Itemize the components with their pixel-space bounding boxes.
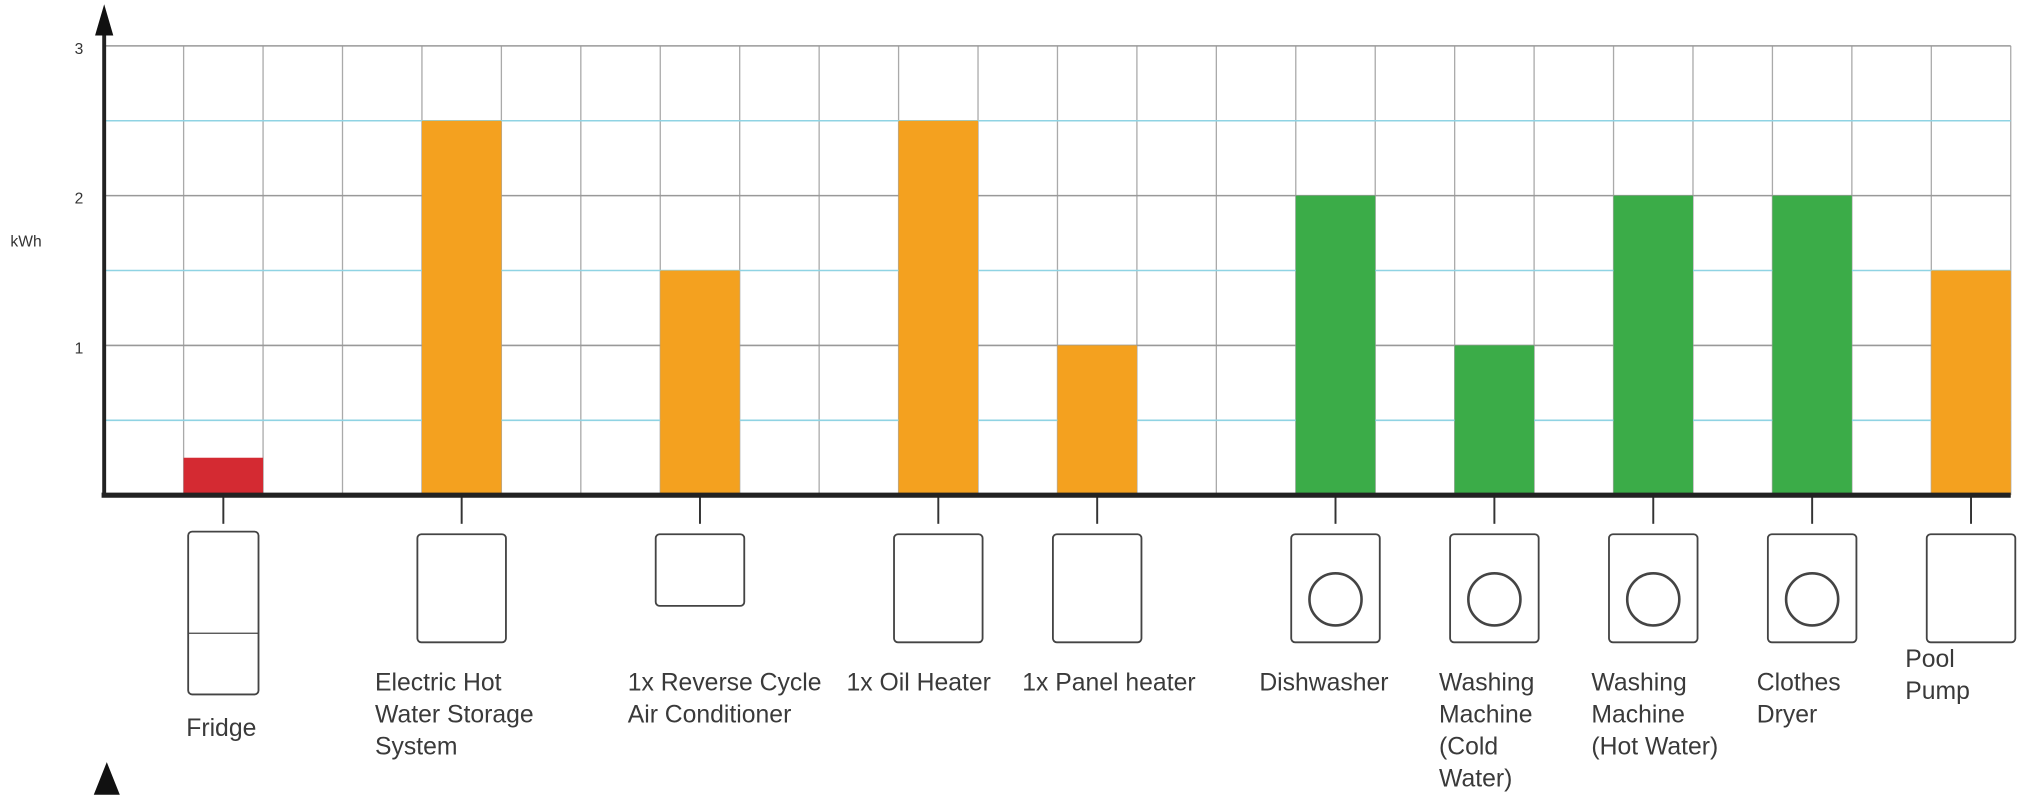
bar — [1454, 345, 1535, 496]
x-tick-label: Washing — [1591, 670, 1686, 697]
x-tick-label: Machine — [1591, 701, 1685, 728]
appliance-icon — [187, 530, 260, 696]
bar — [421, 120, 502, 496]
bar — [1057, 345, 1137, 496]
y-tick-label: 2 — [75, 191, 84, 208]
appliance-icon — [654, 533, 746, 607]
x-tick-label: 1x Oil Heater — [846, 670, 990, 697]
bar — [1931, 270, 2011, 496]
x-tick-label: 1x Reverse Cycle — [628, 670, 822, 697]
x-tick-label: (Hot Water) — [1591, 733, 1718, 760]
x-tick-label: 1x Panel heater — [1022, 670, 1195, 697]
bar — [183, 457, 264, 496]
bar — [660, 270, 740, 496]
x-tick-label: (Cold — [1439, 733, 1498, 760]
icon-detail — [1784, 572, 1840, 627]
icon-detail — [1467, 572, 1522, 627]
x-tick-label: Pool — [1905, 646, 1955, 673]
appliance-icon — [1051, 533, 1143, 644]
y-tick-label: 1 — [75, 340, 84, 357]
x-tick-label: Dryer — [1757, 701, 1817, 728]
x-tick-label: Fridge — [186, 715, 256, 742]
x-tick-label: Pump — [1905, 678, 1970, 705]
y-axis-label: kWh — [10, 234, 41, 251]
x-tick-label: Machine — [1439, 701, 1533, 728]
x-tick-label: Water) — [1439, 765, 1512, 792]
x-tick-label: Electric Hot — [375, 670, 502, 697]
x-tick-label: System — [375, 733, 457, 760]
bar — [1295, 195, 1376, 496]
x-tick-label: Water Storage — [375, 701, 534, 728]
appliance-icon — [893, 533, 984, 644]
icon-detail — [1625, 572, 1681, 627]
appliance-icon — [416, 533, 507, 644]
x-tick-label: Washing — [1439, 670, 1534, 697]
axis-arrow — [95, 4, 114, 36]
y-tick-label: 3 — [75, 41, 84, 58]
icon-detail — [1308, 572, 1363, 627]
bar — [1772, 195, 1852, 496]
x-tick-label: Air Conditioner — [628, 701, 792, 728]
axis-arrow — [93, 762, 120, 795]
x-tick-label: Dishwasher — [1259, 670, 1388, 697]
bar — [898, 120, 979, 496]
x-tick-label: Clothes — [1757, 670, 1841, 697]
appliance-icon — [1925, 533, 2017, 644]
bar — [1613, 195, 1693, 496]
